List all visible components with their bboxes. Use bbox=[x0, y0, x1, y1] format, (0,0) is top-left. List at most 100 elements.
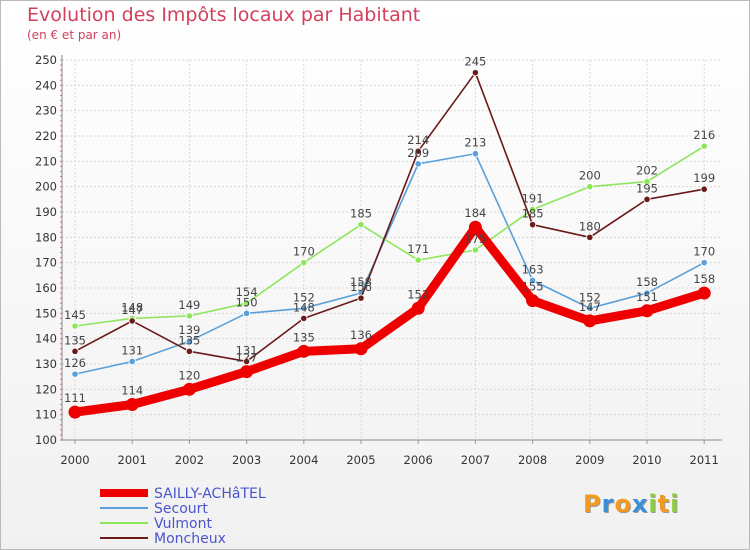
data-label: 148 bbox=[293, 300, 315, 314]
data-label: 127 bbox=[236, 351, 258, 365]
data-point bbox=[528, 221, 537, 229]
y-tick-label: 120 bbox=[35, 382, 57, 396]
data-label: 202 bbox=[636, 164, 658, 178]
data-point bbox=[185, 312, 193, 320]
data-label: 170 bbox=[693, 245, 715, 259]
data-point bbox=[71, 370, 79, 378]
y-tick-label: 190 bbox=[35, 205, 57, 219]
data-point bbox=[471, 150, 479, 158]
data-point bbox=[528, 276, 537, 284]
data-point bbox=[526, 294, 540, 308]
data-point bbox=[357, 221, 365, 229]
y-tick-label: 200 bbox=[35, 180, 57, 194]
data-point bbox=[354, 342, 368, 356]
x-tick-label: 2007 bbox=[461, 453, 490, 467]
x-tick-label: 2003 bbox=[232, 453, 261, 467]
data-label: 170 bbox=[293, 245, 315, 259]
data-label: 136 bbox=[350, 328, 372, 342]
data-label: 154 bbox=[236, 285, 258, 299]
data-label: 209 bbox=[407, 146, 429, 160]
x-tick-label: 2000 bbox=[60, 453, 89, 467]
data-label: 148 bbox=[121, 300, 143, 314]
data-point bbox=[185, 347, 193, 355]
data-point bbox=[300, 259, 308, 267]
data-point bbox=[700, 142, 708, 150]
proxiti-logo: Proxiti bbox=[583, 490, 680, 518]
y-tick-label: 250 bbox=[35, 53, 57, 67]
data-label: 158 bbox=[693, 272, 715, 286]
data-label: 131 bbox=[236, 343, 258, 357]
data-point bbox=[643, 195, 651, 203]
data-label: 191 bbox=[522, 191, 544, 205]
data-label: 145 bbox=[64, 308, 86, 322]
data-label: 152 bbox=[407, 287, 429, 301]
y-tick-label: 210 bbox=[35, 154, 57, 168]
data-point bbox=[128, 317, 136, 325]
data-label: 245 bbox=[464, 55, 486, 69]
chart-subtitle: (en € et par an) bbox=[27, 28, 122, 42]
data-point bbox=[297, 344, 311, 358]
data-point bbox=[700, 259, 708, 267]
data-label: 214 bbox=[407, 133, 429, 147]
y-tick-label: 170 bbox=[35, 256, 57, 270]
data-point bbox=[240, 365, 254, 379]
x-tick-label: 2002 bbox=[175, 453, 204, 467]
data-label: 135 bbox=[64, 333, 86, 347]
data-point bbox=[300, 314, 308, 322]
series-line-secourt bbox=[74, 152, 706, 375]
data-label: 175 bbox=[464, 232, 486, 246]
data-point bbox=[586, 233, 594, 241]
y-tick-label: 140 bbox=[35, 332, 57, 346]
chart-title: Evolution des Impôts locaux par Habitant bbox=[27, 4, 421, 26]
y-tick-label: 110 bbox=[35, 408, 57, 422]
x-tick-label: 2011 bbox=[690, 453, 719, 467]
x-tick-label: 2001 bbox=[118, 453, 147, 467]
data-point bbox=[300, 304, 308, 312]
data-point bbox=[357, 294, 365, 302]
data-point bbox=[471, 69, 479, 77]
legend-label: Vulmont bbox=[154, 516, 212, 532]
data-label: 150 bbox=[236, 295, 258, 309]
data-point bbox=[71, 347, 79, 355]
data-label: 200 bbox=[579, 169, 601, 183]
data-point bbox=[468, 220, 482, 234]
x-tick-label: 2009 bbox=[575, 453, 604, 467]
data-label: 185 bbox=[522, 207, 544, 221]
x-tick-label: 2006 bbox=[404, 453, 433, 467]
data-label: 147 bbox=[579, 300, 601, 314]
data-point bbox=[697, 286, 711, 300]
data-point bbox=[185, 337, 193, 345]
series-line-moncheux bbox=[74, 71, 706, 363]
y-tick-label: 130 bbox=[35, 357, 57, 371]
grid-lines bbox=[62, 59, 722, 441]
x-tick-label: 2008 bbox=[518, 453, 547, 467]
data-label: 114 bbox=[121, 384, 143, 398]
x-tick-label: 2004 bbox=[289, 453, 318, 467]
data-label: 195 bbox=[636, 181, 658, 195]
data-label: 185 bbox=[350, 207, 372, 221]
data-point bbox=[414, 147, 422, 155]
data-point bbox=[68, 405, 82, 419]
data-label: 139 bbox=[178, 323, 200, 337]
data-point bbox=[182, 382, 196, 396]
data-point bbox=[414, 256, 422, 264]
data-label: 158 bbox=[350, 275, 372, 289]
y-tick-label: 160 bbox=[35, 281, 57, 295]
y-tick-label: 150 bbox=[35, 306, 57, 320]
y-tick-label: 180 bbox=[35, 230, 57, 244]
data-label: 131 bbox=[121, 343, 143, 357]
legend-label: SAILLY-ACHâTEL bbox=[154, 486, 266, 502]
data-point bbox=[643, 289, 651, 297]
data-label: 120 bbox=[178, 368, 200, 382]
series-line-vulmont bbox=[74, 145, 706, 327]
x-tick-label: 2010 bbox=[632, 453, 661, 467]
data-point bbox=[71, 322, 79, 330]
data-label: 151 bbox=[636, 290, 658, 304]
data-label: 126 bbox=[64, 356, 86, 370]
x-tick-label: 2005 bbox=[346, 453, 375, 467]
data-point bbox=[414, 160, 422, 168]
data-label: 171 bbox=[407, 242, 429, 256]
data-point bbox=[700, 185, 708, 193]
data-point bbox=[243, 299, 251, 307]
